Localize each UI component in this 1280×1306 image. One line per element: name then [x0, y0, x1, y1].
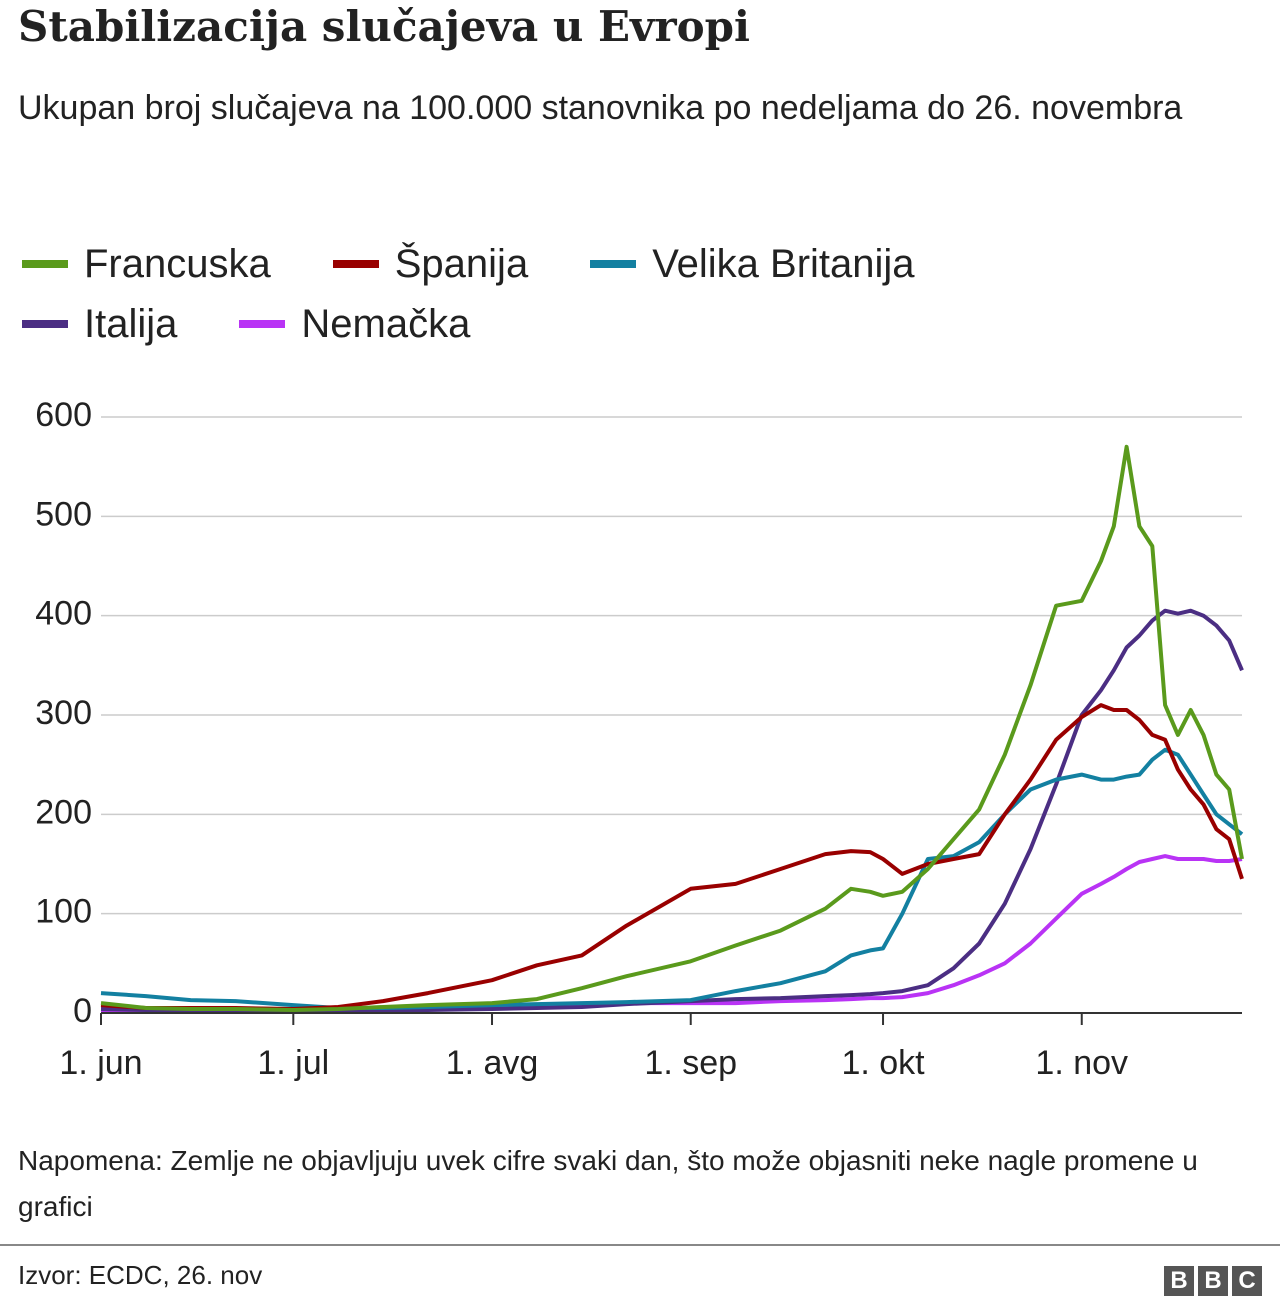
x-tick-label: 1. jun — [59, 1044, 142, 1082]
series-line — [100, 608, 1244, 1012]
x-tick-label: 1. jul — [257, 1044, 329, 1082]
y-tick-label: 0 — [73, 992, 92, 1030]
legend-swatch — [332, 260, 379, 268]
legend-swatch — [590, 260, 637, 268]
legend-item: Velika Britanija — [590, 234, 915, 294]
legend-swatch — [239, 320, 286, 328]
legend-swatch — [22, 320, 68, 328]
y-tick-label: 200 — [35, 793, 92, 831]
y-tick-label: 600 — [35, 396, 92, 434]
y-tick-label: 100 — [35, 893, 92, 931]
legend-item: Francuska — [22, 234, 271, 294]
legend-item: Italija — [22, 294, 177, 354]
x-tick-label: 1. okt — [841, 1044, 925, 1082]
legend-label: Francuska — [84, 242, 271, 286]
series-line — [100, 444, 1244, 1012]
series-line — [100, 703, 1244, 1011]
x-tick-label: 1. nov — [1035, 1044, 1128, 1082]
legend-label: Italija — [84, 302, 178, 346]
separator — [0, 1244, 1280, 1246]
legend-swatch — [22, 260, 68, 268]
legend-item: Nemačka — [239, 294, 470, 354]
y-tick-label: 400 — [35, 595, 92, 633]
x-tick-label: 1. sep — [644, 1044, 737, 1082]
legend-item: Španija — [332, 234, 529, 294]
x-tick-label: 1. avg — [446, 1044, 539, 1082]
legend-label: Španija — [394, 242, 529, 286]
series-line — [101, 854, 1243, 1012]
chart-subtitle: Ukupan broj slučajeva na 100.000 stanovn… — [18, 89, 1183, 127]
legend: Francuska Španija Velika Britanija Italija N… — [22, 234, 1022, 354]
chart-title: Stabilizacija slučajeva u Evropi — [18, 2, 750, 51]
y-tick-label: 300 — [35, 694, 92, 732]
legend-label: Nemačka — [301, 302, 471, 346]
note: Napomena: Zemlje ne objavljuju uvek cifr… — [18, 1145, 1198, 1222]
legend-label: Velika Britanija — [652, 242, 915, 286]
y-tick-label: 500 — [35, 495, 92, 533]
plot: 0 100 200 300 400 500 600 1. jun 1. jul 1. avg 1. … — [35, 396, 1244, 1082]
source: Izvor: ECDC, 26. nov — [18, 1260, 263, 1290]
series-line — [100, 747, 1244, 1010]
